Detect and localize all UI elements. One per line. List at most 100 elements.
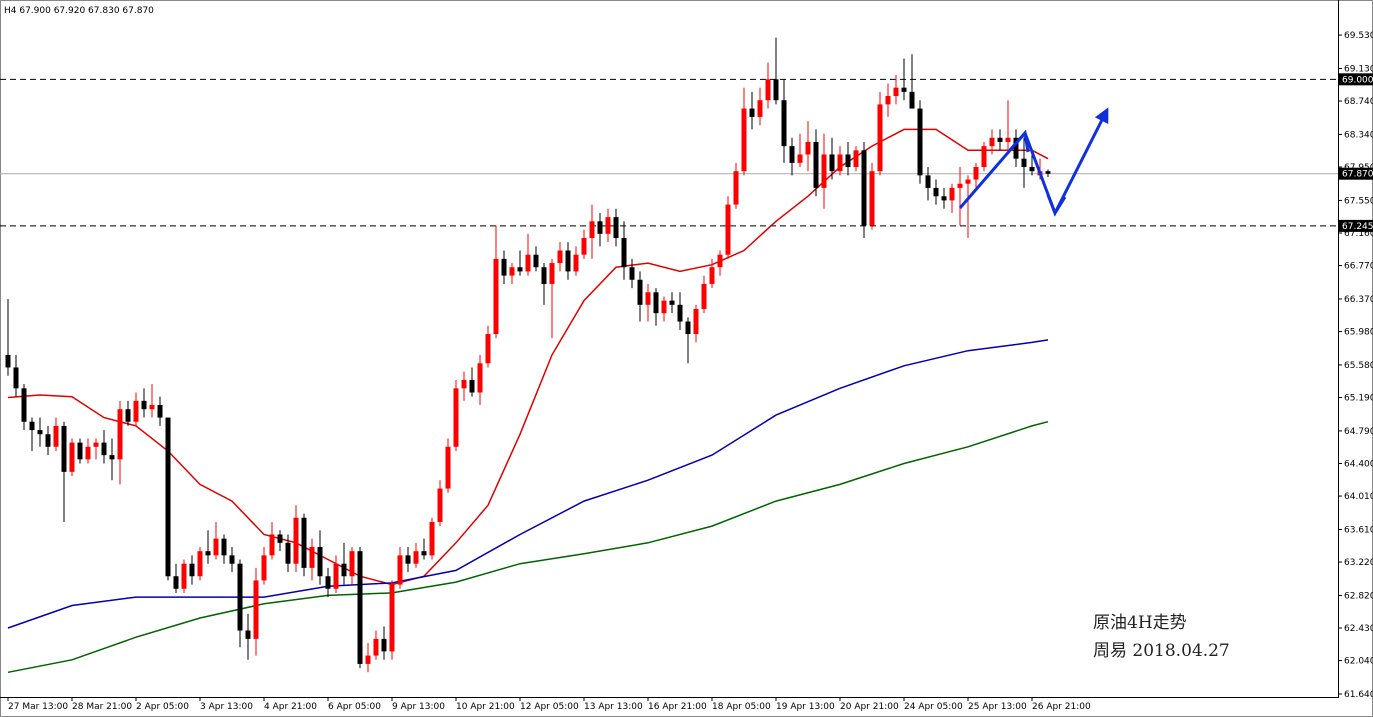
candle-body xyxy=(365,655,371,664)
x-tick-label: 18 Apr 05:00 xyxy=(712,702,771,712)
candle-body xyxy=(277,534,283,543)
candle-body xyxy=(101,442,107,456)
level-label: 67.870 xyxy=(1342,170,1373,180)
x-tick-label: 24 Apr 05:00 xyxy=(904,702,963,712)
candle-body xyxy=(253,580,259,639)
y-tick-label: 63.610 xyxy=(1344,525,1373,535)
candle-body xyxy=(885,96,891,105)
candle-body xyxy=(549,263,555,284)
candle-body xyxy=(261,555,267,581)
candle-body xyxy=(117,409,123,460)
plot xyxy=(0,37,1338,674)
candle-body xyxy=(309,547,315,568)
y-tick-label: 62.430 xyxy=(1344,624,1373,634)
candle-body xyxy=(941,196,947,201)
candle-body xyxy=(653,292,659,314)
candle-body xyxy=(341,563,347,577)
candle-body xyxy=(589,221,595,239)
x-tick-label: 4 Apr 21:00 xyxy=(264,702,317,712)
candle-body xyxy=(133,400,139,422)
x-tick-label: 6 Apr 05:00 xyxy=(328,702,381,712)
candle-body xyxy=(621,238,627,268)
moving-average xyxy=(7,420,1049,674)
candle-body xyxy=(45,434,51,447)
candle-body xyxy=(181,563,187,589)
candle-body xyxy=(773,79,779,101)
candle-body xyxy=(925,175,931,188)
candle-body xyxy=(109,455,115,460)
candle-body xyxy=(421,551,427,556)
y-tick-label: 68.740 xyxy=(1344,97,1373,107)
candle-body xyxy=(685,321,691,335)
candle-body xyxy=(445,446,451,489)
candle-body xyxy=(397,555,403,585)
candle-body xyxy=(597,221,603,234)
candle-body xyxy=(973,167,979,180)
candle-body xyxy=(949,187,955,201)
candle-body xyxy=(877,104,883,172)
x-tick-label: 27 Mar 13:00 xyxy=(8,702,68,712)
candle-body xyxy=(797,154,803,163)
candle-body xyxy=(701,283,707,309)
candle-body xyxy=(741,108,747,172)
header: H4 67.900 67.920 67.830 67.870 xyxy=(4,6,154,16)
candle-body xyxy=(509,267,515,276)
candle-body xyxy=(909,91,915,109)
y-tick-label: 64.790 xyxy=(1344,427,1373,437)
candle-body xyxy=(901,87,907,92)
candle-body xyxy=(605,217,611,234)
candle-body xyxy=(381,638,387,652)
candle-body xyxy=(581,238,587,255)
candle-body xyxy=(125,409,131,422)
candle-body xyxy=(213,538,219,556)
y-tick-label: 62.040 xyxy=(1344,657,1373,667)
candle-body xyxy=(85,446,91,460)
candle-body xyxy=(557,250,563,264)
candle-body xyxy=(69,442,75,472)
arrow-head xyxy=(1046,194,1067,217)
annotation: 周易 2018.04.27 xyxy=(1093,641,1230,661)
level-box xyxy=(1339,219,1373,232)
y-tick-label: 63.220 xyxy=(1344,558,1373,568)
candle-body xyxy=(757,100,763,117)
candle-body xyxy=(853,150,859,168)
x-tick-label: 12 Apr 05:00 xyxy=(520,702,579,712)
candle-body xyxy=(461,379,467,389)
candle-body xyxy=(221,538,227,556)
candle-body xyxy=(413,551,419,564)
candle-body xyxy=(709,267,715,284)
y-tick-label: 67.550 xyxy=(1344,196,1373,206)
candle-body xyxy=(485,334,491,364)
candle-body xyxy=(821,154,827,188)
candle-body xyxy=(845,154,851,168)
candle-body xyxy=(13,367,19,389)
candle-body xyxy=(317,547,323,577)
candle-body xyxy=(205,551,211,556)
candle-body xyxy=(813,141,819,188)
y-tick-label: 67.160 xyxy=(1344,229,1373,239)
candle-body xyxy=(157,405,163,418)
y-tick-label: 64.010 xyxy=(1344,492,1373,502)
x-tick-label: 28 Mar 21:00 xyxy=(72,702,132,712)
y-tick-label: 65.980 xyxy=(1344,328,1373,338)
level-box xyxy=(1339,73,1373,86)
candle-body xyxy=(1045,171,1051,174)
candle-body xyxy=(5,354,11,368)
x-tick-label: 26 Apr 21:00 xyxy=(1032,702,1091,712)
y-tick-label: 68.340 xyxy=(1344,130,1373,140)
candle-body xyxy=(77,442,83,460)
candle-body xyxy=(917,108,923,176)
candle-body xyxy=(629,267,635,280)
candle-body xyxy=(789,146,795,163)
candle-body xyxy=(829,154,835,172)
y-tick-label: 62.820 xyxy=(1344,591,1373,601)
candle-body xyxy=(437,488,443,522)
arrow-head xyxy=(1008,129,1030,153)
candle-body xyxy=(645,292,651,305)
x-tick-label: 10 Apr 21:00 xyxy=(456,702,515,712)
moving-average xyxy=(7,339,1049,629)
candle-body xyxy=(349,551,355,577)
x-tick-label: 9 Apr 13:00 xyxy=(392,702,445,712)
candle-body xyxy=(573,254,579,272)
